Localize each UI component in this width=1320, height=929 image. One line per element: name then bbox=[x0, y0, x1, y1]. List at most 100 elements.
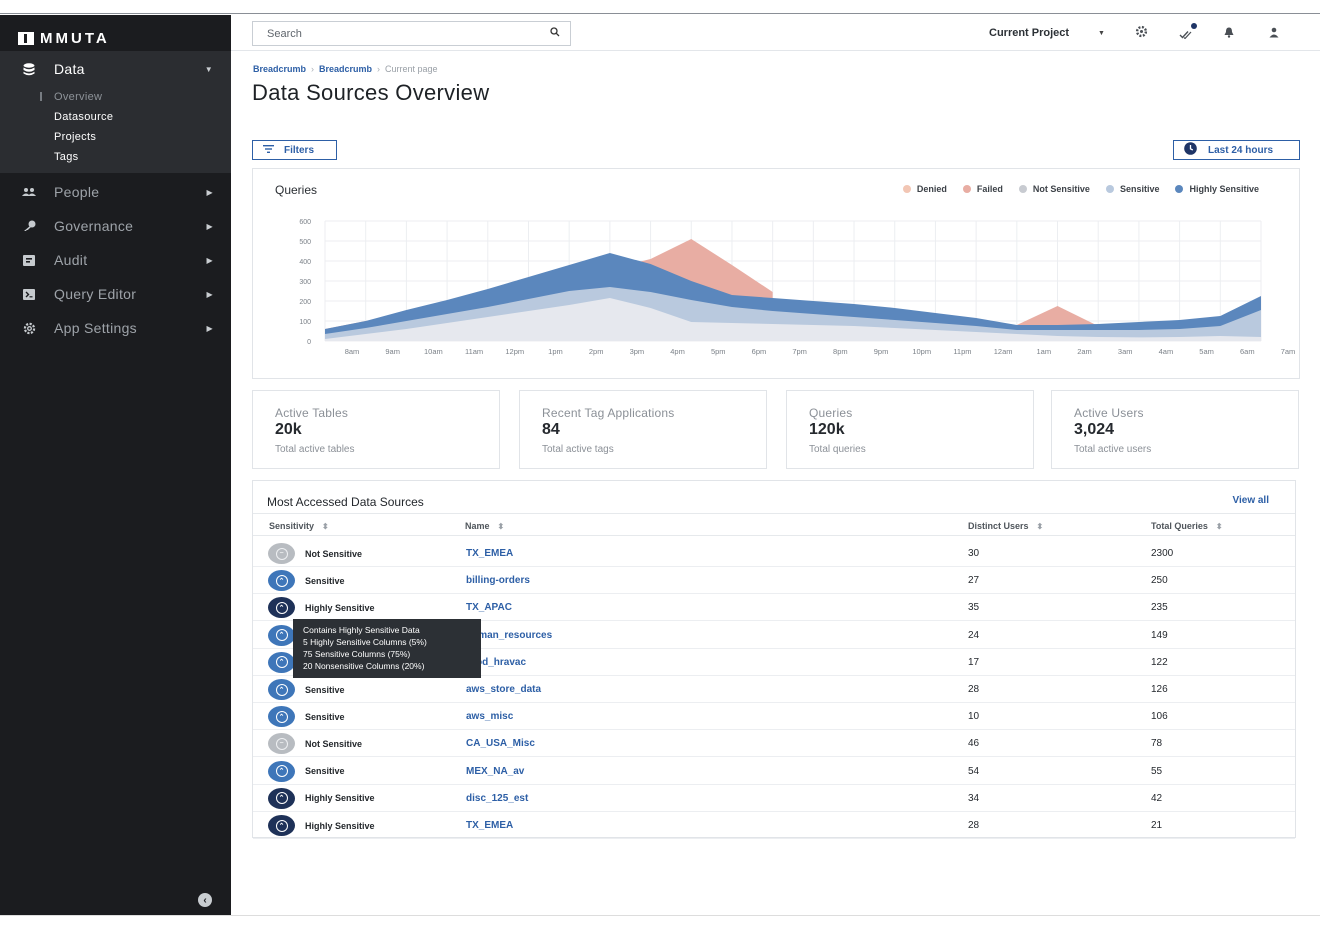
column-header-distinct-users[interactable]: Distinct Users ⬍ bbox=[968, 521, 1043, 531]
queries-chart-card: Queries Denied Failed Not Sensitive Sens… bbox=[252, 168, 1300, 379]
table-row[interactable]: ⌃ Sensitive MEX_NA_av 54 55 bbox=[253, 758, 1295, 785]
distinct-users-cell: 54 bbox=[968, 765, 980, 777]
sidebar-item-label: Governance bbox=[54, 218, 134, 234]
legend-item[interactable]: Denied bbox=[902, 184, 947, 194]
settings-icon[interactable] bbox=[1135, 25, 1148, 41]
x-tick-label: 3pm bbox=[630, 347, 645, 356]
sensitivity-ring-icon[interactable]: ⌃ bbox=[268, 706, 295, 728]
sidebar-item-label: Data bbox=[54, 61, 85, 77]
window-bottom-edge bbox=[0, 915, 1320, 916]
sensitivity-ring-icon[interactable]: ⌃ bbox=[268, 815, 295, 836]
user-icon[interactable] bbox=[1269, 27, 1279, 41]
bell-icon[interactable] bbox=[1224, 27, 1234, 41]
stat-label: Active Users bbox=[1074, 406, 1144, 420]
x-tick-label: 11pm bbox=[953, 347, 971, 356]
search-icon[interactable] bbox=[550, 27, 560, 40]
stat-value: 84 bbox=[542, 421, 560, 438]
sensitivity-glyph-icon: ⌃ bbox=[275, 819, 288, 832]
total-queries-cell: 2300 bbox=[1151, 548, 1174, 559]
total-queries-cell: 250 bbox=[1151, 575, 1168, 587]
view-all-link[interactable]: View all bbox=[1232, 495, 1269, 506]
chevron-down-icon[interactable]: ▼ bbox=[1098, 30, 1105, 37]
y-tick-label: 0 bbox=[307, 339, 311, 346]
datasource-link[interactable]: billing-orders bbox=[466, 575, 530, 587]
column-header-sensitivity[interactable]: Sensitivity ⬍ bbox=[269, 521, 329, 531]
legend-swatch bbox=[902, 185, 911, 193]
sensitivity-cell: ⌃ Highly Sensitive bbox=[268, 597, 375, 619]
brand-logo[interactable]: MMUTA bbox=[0, 15, 231, 51]
sensitivity-ring-icon[interactable]: ⌃ bbox=[268, 624, 295, 646]
sidebar-subitem-tags[interactable]: Tags bbox=[54, 151, 79, 163]
sensitivity-ring-icon[interactable]: ⌃ bbox=[268, 760, 295, 782]
sensitivity-ring-icon[interactable]: ⌃ bbox=[268, 651, 295, 673]
sidebar-item-people[interactable]: People ▶ bbox=[0, 175, 231, 209]
breadcrumb-link[interactable]: Breadcrumb bbox=[253, 64, 307, 74]
sidebar-item-audit[interactable]: Audit ▶ bbox=[0, 243, 231, 277]
datasource-link[interactable]: human_resources bbox=[466, 629, 553, 641]
datasource-link[interactable]: TX_APAC bbox=[466, 602, 512, 614]
table-row[interactable]: ⌃ Sensitive aws_misc 10 106 bbox=[253, 703, 1295, 731]
x-tick-label: 1am bbox=[1037, 347, 1052, 356]
sidebar-item-app-settings[interactable]: App Settings ▶ bbox=[0, 311, 231, 345]
table-row[interactable]: − Not Sensitive CA_USA_Misc 46 78 bbox=[253, 730, 1295, 758]
y-tick-label: 400 bbox=[299, 259, 311, 266]
sidebar-subitem-overview[interactable]: Overview bbox=[0, 87, 231, 107]
sidebar-item-governance[interactable]: Governance ▶ bbox=[0, 209, 231, 243]
table-row[interactable]: ⌃ Sensitive billing-orders 27 250 bbox=[253, 567, 1295, 595]
table-title: Most Accessed Data Sources bbox=[267, 495, 424, 509]
sensitivity-ring-icon[interactable]: ⌃ bbox=[268, 597, 295, 619]
filters-button[interactable]: Filters bbox=[252, 140, 337, 160]
legend-label: Denied bbox=[916, 184, 947, 194]
total-queries-cell: 42 bbox=[1151, 792, 1163, 804]
sensitivity-label: Highly Sensitive bbox=[305, 820, 375, 831]
legend-item[interactable]: Highly Sensitive bbox=[1175, 184, 1259, 194]
sensitivity-ring-icon[interactable]: ⌃ bbox=[268, 570, 295, 592]
project-selector[interactable]: Current Project bbox=[989, 27, 1070, 39]
datasource-link[interactable]: prod_hravac bbox=[466, 656, 527, 668]
breadcrumb-link[interactable]: Breadcrumb bbox=[319, 64, 373, 74]
y-tick-label: 500 bbox=[299, 239, 311, 246]
sensitivity-glyph-icon: ⌃ bbox=[275, 601, 288, 614]
x-tick-label: 9pm bbox=[874, 347, 889, 356]
sidebar-item-data[interactable]: Data ▼ bbox=[0, 51, 231, 87]
datasource-link[interactable]: disc_125_est bbox=[466, 792, 529, 804]
legend-item[interactable]: Sensitive bbox=[1105, 184, 1159, 194]
sensitivity-label: Sensitive bbox=[305, 711, 345, 722]
legend-item[interactable]: Failed bbox=[962, 184, 1003, 194]
check-icon[interactable] bbox=[1179, 28, 1192, 42]
table-row[interactable]: ⌃ Highly Sensitive disc_125_est 34 42 bbox=[253, 785, 1295, 812]
distinct-users-cell: 27 bbox=[968, 575, 980, 587]
x-tick-label: 8am bbox=[345, 347, 360, 356]
datasource-link[interactable]: TX_EMEA bbox=[466, 820, 514, 831]
table-row[interactable]: ⌃ Highly Sensitive TX_EMEA 28 21 bbox=[253, 812, 1295, 839]
sensitivity-cell: − Not Sensitive bbox=[268, 543, 362, 564]
datasource-link[interactable]: TX_EMEA bbox=[466, 548, 514, 559]
x-tick-label: 7pm bbox=[792, 347, 807, 356]
search-input[interactable]: Search bbox=[252, 21, 571, 46]
table-row[interactable]: ⌃ Sensitive aws_store_data 28 126 bbox=[253, 676, 1295, 703]
sidebar-subitem-datasource[interactable]: Datasource bbox=[54, 111, 114, 123]
time-range-button[interactable]: Last 24 hours bbox=[1173, 140, 1300, 160]
sensitivity-ring-icon[interactable]: ⌃ bbox=[268, 679, 295, 700]
table-row[interactable]: − Not Sensitive TX_EMEA 30 2300 bbox=[253, 540, 1295, 567]
sensitivity-label: Sensitive bbox=[305, 684, 345, 695]
sidebar-item-query-editor[interactable]: Query Editor ▶ bbox=[0, 277, 231, 311]
sensitivity-ring-icon[interactable]: − bbox=[268, 733, 295, 755]
sensitivity-label: Not Sensitive bbox=[305, 738, 363, 749]
legend-item[interactable]: Not Sensitive bbox=[1018, 184, 1090, 194]
time-range-label: Last 24 hours bbox=[1208, 144, 1274, 156]
datasource-link[interactable]: aws_store_data bbox=[466, 684, 542, 695]
sidebar-subitem-projects[interactable]: Projects bbox=[54, 131, 97, 143]
datasource-link[interactable]: MEX_NA_av bbox=[466, 765, 525, 777]
datasource-link[interactable]: CA_USA_Misc bbox=[466, 738, 535, 750]
x-tick-label: 7am bbox=[1281, 347, 1296, 356]
datasource-link[interactable]: aws_misc bbox=[466, 711, 514, 723]
table-row[interactable]: ⌃ Highly Sensitive TX_APAC 35 235 bbox=[253, 594, 1295, 622]
distinct-users-cell: 24 bbox=[968, 629, 980, 641]
column-header-total-queries[interactable]: Total Queries ⬍ bbox=[1151, 521, 1223, 531]
sensitivity-ring-icon[interactable]: − bbox=[268, 543, 295, 564]
collapse-sidebar-icon[interactable]: ‹ bbox=[198, 893, 212, 907]
sensitivity-ring-icon[interactable]: ⌃ bbox=[268, 787, 295, 809]
sensitivity-glyph-icon: ⌃ bbox=[275, 710, 288, 723]
column-header-name[interactable]: Name ⬍ bbox=[465, 521, 504, 531]
